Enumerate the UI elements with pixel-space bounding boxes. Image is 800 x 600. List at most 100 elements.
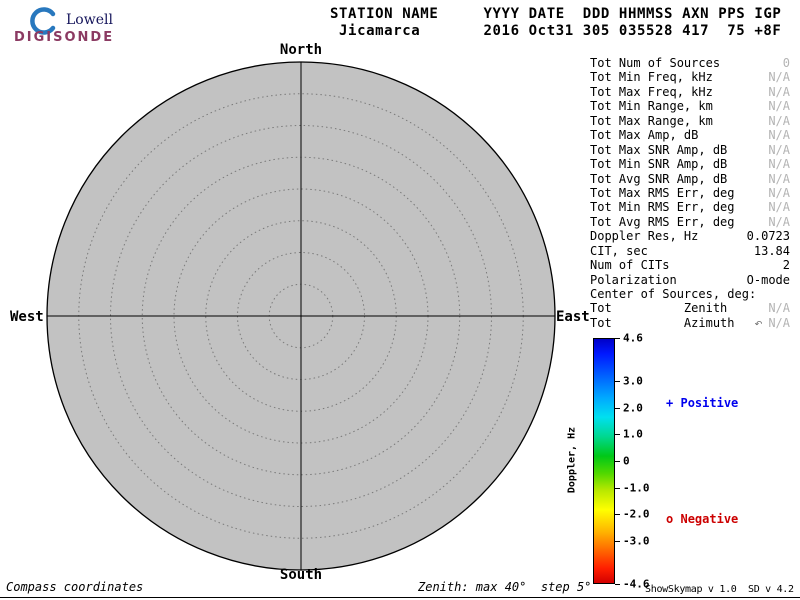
colorbar-title: Doppler, Hz bbox=[566, 426, 578, 494]
stat-value: N/A bbox=[768, 113, 790, 128]
stat-value: N/A bbox=[768, 200, 790, 215]
stat-label: Doppler Res, Hz bbox=[590, 229, 699, 244]
colorbar-tick bbox=[615, 380, 620, 382]
legend-negative: o Negative bbox=[666, 512, 738, 526]
stat-value: O-mode bbox=[746, 272, 790, 287]
doppler-colorbar bbox=[593, 338, 615, 584]
colorbar-tick-label: -4.6 bbox=[623, 577, 650, 591]
colorbar-tick-label: -1.0 bbox=[623, 481, 650, 495]
stat-row: Tot Max Freq, kHz N/A bbox=[590, 85, 790, 99]
digisonde-swoosh-icon bbox=[30, 7, 56, 35]
colorbar-tick-label: -2.0 bbox=[623, 507, 650, 521]
stat-row: CIT, sec 13.84 bbox=[590, 244, 790, 258]
logo-brand-text: Lowell bbox=[66, 12, 113, 28]
stat-row: Polarization O-mode bbox=[590, 273, 790, 287]
azimuth-mark-icon: ↶ bbox=[754, 319, 763, 330]
stat-value: 0.0723 bbox=[746, 229, 790, 244]
stat-row: Tot Num of Sources 0 bbox=[590, 56, 790, 70]
colorbar-tick bbox=[615, 434, 620, 436]
stat-value: 0 bbox=[782, 56, 790, 70]
negative-marker-icon: o bbox=[666, 512, 674, 526]
stat-label: Tot Min SNR Amp, dB bbox=[590, 157, 728, 172]
stat-row: Num of CITs 2 bbox=[590, 258, 790, 272]
lowell-digisonde-logo: Lowell DIGISONDE bbox=[10, 4, 160, 48]
stat-row: Doppler Res, Hz 0.0723 bbox=[590, 229, 790, 243]
stat-label: Tot Min Range, km bbox=[590, 99, 713, 114]
stat-label: Tot Max SNR Amp, dB bbox=[590, 142, 728, 157]
stat-row: Tot Min Range, km N/A bbox=[590, 99, 790, 113]
stat-label: Tot Max RMS Err, deg bbox=[590, 185, 735, 200]
stat-label: Tot Max Amp, dB bbox=[590, 128, 699, 143]
stat-label: Tot Avg RMS Err, deg bbox=[590, 214, 735, 229]
colorbar-tick bbox=[615, 584, 620, 585]
stat-label: Center of Sources, deg: bbox=[590, 287, 757, 301]
stat-value: N/A bbox=[768, 99, 790, 114]
stat-row: Tot Azimuth ↶ N/A bbox=[590, 316, 790, 330]
colorbar-tick-label: 0 bbox=[623, 454, 630, 468]
stat-label: Tot Min Freq, kHz bbox=[590, 70, 713, 85]
stat-value: N/A bbox=[768, 157, 790, 172]
station-header-labels: STATION NAME YYYY DATE DDD HHMMSS AXN PP… bbox=[330, 6, 782, 22]
stat-value: N/A bbox=[768, 70, 790, 85]
compass-label-south: South bbox=[279, 567, 323, 583]
compass-label-east: East bbox=[556, 309, 590, 325]
colorbar-tick bbox=[615, 541, 620, 543]
stat-label: Tot Num of Sources bbox=[590, 56, 721, 70]
colorbar-tick-label: -3.0 bbox=[623, 534, 650, 548]
statistics-panel: Tot Num of Sources 0 Tot Min Freq, kHz N/A T… bbox=[590, 56, 790, 330]
crosshair-axes bbox=[47, 62, 555, 570]
stat-label: Tot Zenith bbox=[590, 301, 728, 316]
stat-label: Polarization bbox=[590, 272, 677, 287]
stat-label: Num of CITs bbox=[590, 258, 670, 273]
stat-value: N/A bbox=[768, 301, 790, 316]
stat-row: Tot Min SNR Amp, dB N/A bbox=[590, 157, 790, 171]
version-label: ShowSkymap v 1.0 SD v 4.2 bbox=[645, 584, 794, 595]
compass-label-north: North bbox=[279, 42, 323, 58]
colorbar-tick-label: 2.0 bbox=[623, 401, 643, 415]
skymap-plot bbox=[46, 61, 556, 571]
stat-label: Tot Max Range, km bbox=[590, 113, 713, 128]
legend-positive: + Positive bbox=[666, 396, 738, 410]
logo-product-text: DIGISONDE bbox=[14, 30, 115, 45]
stat-row: Tot Max Range, km N/A bbox=[590, 114, 790, 128]
bottom-divider bbox=[0, 597, 800, 598]
stat-row: Tot Min Freq, kHz N/A bbox=[590, 70, 790, 84]
stat-row: Tot Avg SNR Amp, dB N/A bbox=[590, 172, 790, 186]
colorbar-tick bbox=[615, 338, 620, 339]
stat-label: Tot Azimuth bbox=[590, 315, 735, 330]
zenith-range-label: Zenith: max 40° step 5° bbox=[418, 580, 592, 594]
stat-row: Tot Max SNR Amp, dB N/A bbox=[590, 143, 790, 157]
stat-row: Tot Max Amp, dB N/A bbox=[590, 128, 790, 142]
stat-row: Tot Zenith N/A bbox=[590, 301, 790, 315]
legend-positive-label: Positive bbox=[680, 396, 739, 410]
colorbar-tick bbox=[615, 487, 620, 489]
colorbar-tick bbox=[615, 407, 620, 409]
stat-value: 13.84 bbox=[753, 243, 790, 258]
stat-value: N/A bbox=[768, 171, 790, 186]
stat-label: Tot Avg SNR Amp, dB bbox=[590, 171, 728, 186]
positive-marker-icon: + bbox=[666, 396, 674, 410]
stat-value: N/A bbox=[768, 142, 790, 157]
stat-value: 2 bbox=[782, 258, 790, 273]
colorbar-tick-label: 1.0 bbox=[623, 427, 643, 441]
coordinates-mode-label: Compass coordinates bbox=[6, 580, 144, 594]
legend-negative-label: Negative bbox=[680, 512, 739, 526]
stat-value: ↶ N/A bbox=[754, 315, 790, 330]
stat-row: Center of Sources, deg: bbox=[590, 287, 790, 301]
stat-label: Tot Max Freq, kHz bbox=[590, 84, 713, 99]
stat-label: CIT, sec bbox=[590, 243, 648, 258]
colorbar-tick bbox=[615, 514, 620, 516]
colorbar-tick bbox=[615, 461, 620, 462]
stat-row: Tot Avg RMS Err, deg N/A bbox=[590, 215, 790, 229]
stat-value: N/A bbox=[768, 185, 790, 200]
stat-row: Tot Min RMS Err, deg N/A bbox=[590, 200, 790, 214]
stat-value: N/A bbox=[768, 214, 790, 229]
station-header-values: Jicamarca 2016 Oct31 305 035528 417 75 +… bbox=[330, 23, 782, 39]
stat-value: N/A bbox=[768, 84, 790, 99]
compass-label-west: West bbox=[10, 309, 44, 325]
stat-value: N/A bbox=[768, 128, 790, 143]
stat-row: Tot Max RMS Err, deg N/A bbox=[590, 186, 790, 200]
stat-label: Tot Min RMS Err, deg bbox=[590, 200, 735, 215]
colorbar-tick-label: 3.0 bbox=[623, 374, 643, 388]
